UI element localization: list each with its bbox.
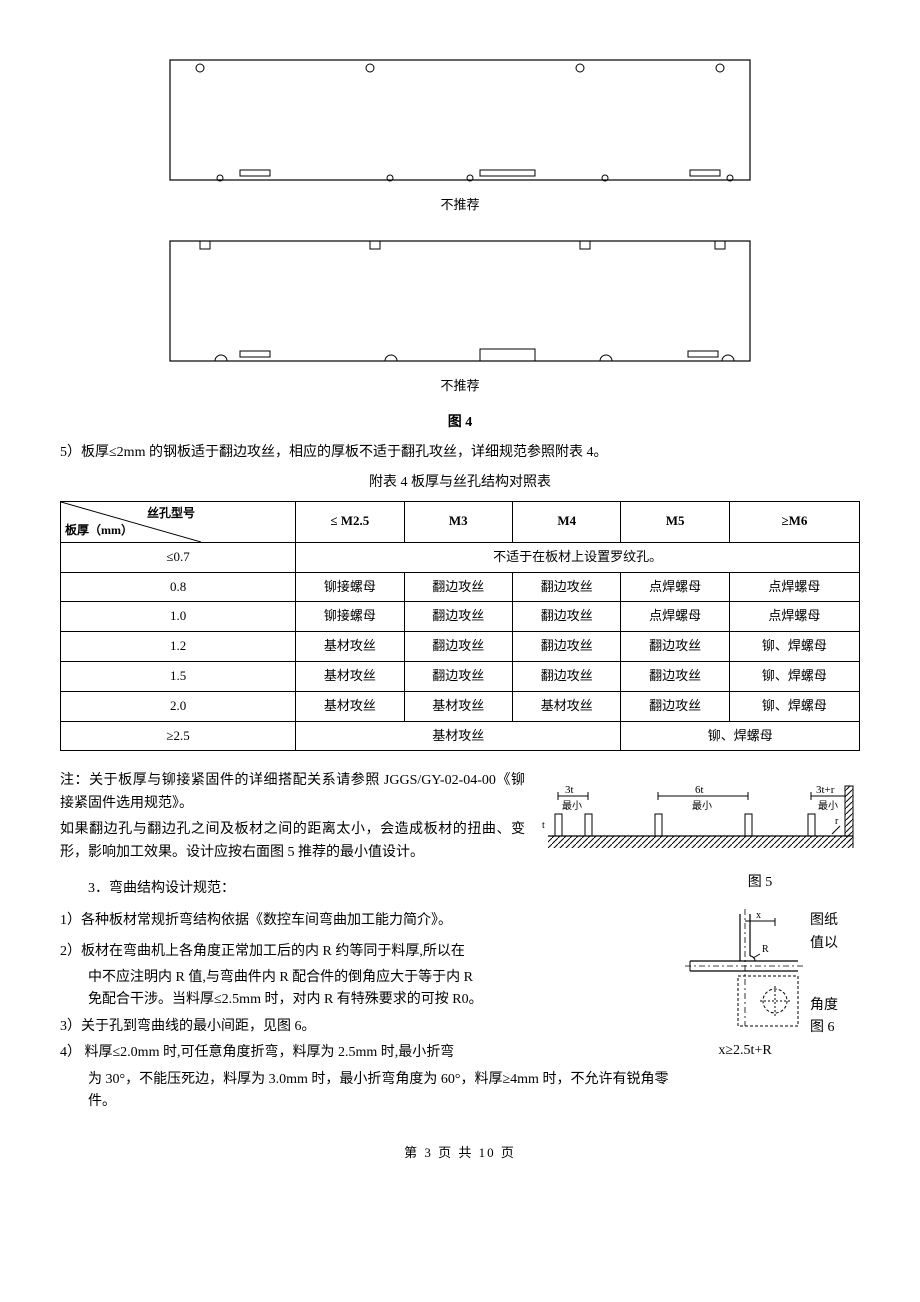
figure-4-caption: 图 4: [60, 412, 860, 434]
cell: 点焊螺母: [729, 602, 859, 632]
page-footer: 第 3 页 共 10 页: [60, 1143, 860, 1164]
list-item-3: 3）关于孔到弯曲线的最小间距，见图 6。: [60, 1016, 670, 1038]
cell: 铆接螺母: [296, 572, 404, 602]
cell: 铆、焊螺母: [729, 661, 859, 691]
diagram-1-caption: 不推荐: [60, 195, 860, 216]
diag-top-label: 丝孔型号: [147, 504, 195, 523]
th-m6: ≥M6: [729, 501, 859, 542]
cell: 翻边攻丝: [513, 661, 621, 691]
table-row: 1.5 基材攻丝 翻边攻丝 翻边攻丝 翻边攻丝 铆、焊螺母: [61, 661, 860, 691]
figure-5-svg: 3t 最小 6t 最小 3t+r 最小 t r: [540, 766, 860, 856]
cell: 翻边攻丝: [513, 632, 621, 662]
figure-5-caption: 图 5: [660, 872, 860, 906]
dim-x: x: [756, 910, 761, 921]
svg-text:t: t: [542, 820, 545, 831]
figure-6-container: x R x≥2.5t+R: [680, 906, 810, 1062]
list-item-4b: 为 30°，不能压死边，料厚为 3.0mm 时，最小折弯角度为 60°，料厚≥4…: [60, 1069, 670, 1114]
table-row: 0.8 铆接螺母 翻边攻丝 翻边攻丝 点焊螺母 点焊螺母: [61, 572, 860, 602]
dim-min-1: 最小: [562, 800, 582, 812]
list-item-4a: 4） 料厚≤2.0mm 时,可任意角度折弯，料厚为 2.5mm 时,最小折弯: [60, 1042, 670, 1064]
right-text-1: 图纸: [810, 910, 850, 932]
cell: 点焊螺母: [729, 572, 859, 602]
section-3-heading: 3．弯曲结构设计规范：: [60, 878, 235, 900]
dim-3tr: 3t+r: [816, 784, 835, 796]
table-title: 附表 4 板厚与丝孔结构对照表: [60, 472, 860, 494]
notes-block: 注：关于板厚与铆接紧固件的详细搭配关系请参照 JGGS/GY-02-04-00《…: [60, 766, 525, 868]
cell: 翻边攻丝: [404, 632, 512, 662]
svg-text:R: R: [762, 944, 769, 955]
list-item-1: 1）各种板材常规折弯结构依据《数控车间弯曲加工能力简介》。: [60, 910, 670, 932]
list-item-2a: 2）板材在弯曲机上各角度正常加工后的内 R 约等同于料厚,所以在: [60, 941, 670, 963]
figure-6-svg: x R: [680, 906, 810, 1036]
table-row: 1.2 基材攻丝 翻边攻丝 翻边攻丝 翻边攻丝 铆、焊螺母: [61, 632, 860, 662]
cell: 基材攻丝: [513, 691, 621, 721]
table-row: 2.0 基材攻丝 基材攻丝 基材攻丝 翻边攻丝 铆、焊螺母: [61, 691, 860, 721]
figure-6-caption: 图 6: [810, 1017, 850, 1039]
diag-bottom-label: 板厚（mm）: [65, 521, 133, 540]
cell: 翻边攻丝: [621, 632, 729, 662]
cell: 铆接螺母: [296, 602, 404, 632]
row-merged-2: 铆、焊螺母: [621, 721, 860, 751]
cell: 翻边攻丝: [621, 691, 729, 721]
diagram-2-caption: 不推荐: [60, 376, 860, 397]
list-item-2b: 中不应注明内 R 值,与弯曲件内 R 配合件的倒角应大于等于内 R: [60, 967, 670, 989]
row-merged: 不适于在板材上设置罗纹孔。: [296, 542, 860, 572]
th-m3: M3: [404, 501, 512, 542]
cell: 铆、焊螺母: [729, 632, 859, 662]
cell: 翻边攻丝: [513, 602, 621, 632]
diagram-2-svg: [160, 231, 760, 371]
row-label: 2.0: [61, 691, 296, 721]
cell: 铆、焊螺母: [729, 691, 859, 721]
row-label: 0.8: [61, 572, 296, 602]
note-p2: 如果翻边孔与翻边孔之间及板材之间的距离太小，会造成板材的扭曲、变形，影响加工效果…: [60, 819, 525, 864]
dim-min-3: 最小: [818, 800, 838, 812]
row-label: ≤0.7: [61, 542, 296, 572]
list-item-2c: 免配合干涉。当料厚≤2.5mm 时，对内 R 有特殊要求的可按 R0。: [60, 989, 670, 1011]
table-row: ≤0.7 不适于在板材上设置罗纹孔。: [61, 542, 860, 572]
table-row: 1.0 铆接螺母 翻边攻丝 翻边攻丝 点焊螺母 点焊螺母: [61, 602, 860, 632]
cell: 翻边攻丝: [404, 661, 512, 691]
diagram-2: 不推荐: [60, 231, 860, 397]
diagram-1: 不推荐: [60, 50, 860, 216]
bend-design-list: 1）各种板材常规折弯结构依据《数控车间弯曲加工能力简介》。: [60, 910, 670, 932]
row-label: 1.5: [61, 661, 296, 691]
right-text-3: 角度: [810, 995, 850, 1017]
dim-min-2: 最小: [692, 800, 712, 812]
row-merged-1: 基材攻丝: [296, 721, 621, 751]
paragraph-5: 5）板厚≤2mm 的钢板适于翻边攻丝，相应的厚板不适于翻孔攻丝，详细规范参照附表…: [60, 442, 860, 464]
dim-3t: 3t: [565, 784, 574, 796]
row-label: 1.0: [61, 602, 296, 632]
cell: 点焊螺母: [621, 602, 729, 632]
figure-6-formula: x≥2.5t+R: [680, 1040, 810, 1062]
cell: 基材攻丝: [296, 691, 404, 721]
th-m5: M5: [621, 501, 729, 542]
row-label: 1.2: [61, 632, 296, 662]
figure-5-container: 3t 最小 6t 最小 3t+r 最小 t r: [540, 766, 860, 868]
right-text-2: 值以: [810, 933, 850, 955]
table-header-row: 丝孔型号 板厚（mm） ≤ M2.5 M3 M4 M5 ≥M6: [61, 501, 860, 542]
th-m25: ≤ M2.5: [296, 501, 404, 542]
cell: 翻边攻丝: [621, 661, 729, 691]
cell: 点焊螺母: [621, 572, 729, 602]
cell: 基材攻丝: [404, 691, 512, 721]
note-p1: 注：关于板厚与铆接紧固件的详细搭配关系请参照 JGGS/GY-02-04-00《…: [60, 770, 525, 815]
cell: 翻边攻丝: [404, 602, 512, 632]
diagonal-header: 丝孔型号 板厚（mm）: [61, 502, 201, 542]
thickness-thread-table: 丝孔型号 板厚（mm） ≤ M2.5 M3 M4 M5 ≥M6 ≤0.7 不适于…: [60, 501, 860, 752]
th-m4: M4: [513, 501, 621, 542]
table-row: ≥2.5 基材攻丝 铆、焊螺母: [61, 721, 860, 751]
cell: 基材攻丝: [296, 632, 404, 662]
cell: 翻边攻丝: [513, 572, 621, 602]
svg-text:r: r: [835, 816, 839, 827]
cell: 基材攻丝: [296, 661, 404, 691]
dim-6t: 6t: [695, 784, 704, 796]
row-label: ≥2.5: [61, 721, 296, 751]
diagram-1-svg: [160, 50, 760, 190]
cell: 翻边攻丝: [404, 572, 512, 602]
